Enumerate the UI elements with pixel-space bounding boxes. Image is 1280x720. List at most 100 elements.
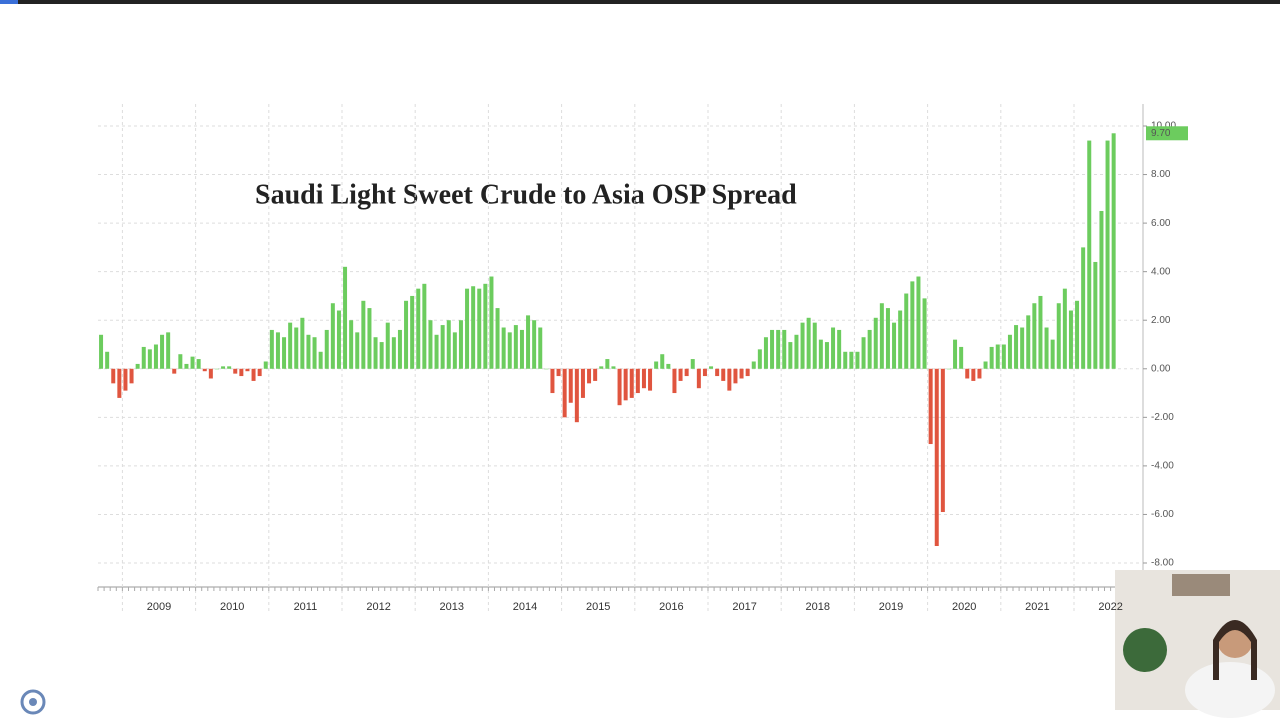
bar bbox=[294, 327, 299, 369]
bar bbox=[123, 368, 128, 391]
bar bbox=[934, 368, 939, 547]
x-tick-label: 2015 bbox=[586, 601, 610, 613]
bar bbox=[666, 363, 671, 369]
bar bbox=[611, 366, 616, 369]
bar bbox=[385, 322, 390, 369]
bar bbox=[349, 320, 354, 369]
bar bbox=[660, 354, 665, 369]
bar bbox=[1026, 315, 1031, 369]
bar bbox=[1014, 325, 1019, 369]
bar bbox=[898, 310, 903, 369]
bar bbox=[507, 332, 512, 369]
bar bbox=[135, 363, 140, 369]
bar bbox=[977, 368, 982, 379]
bar bbox=[800, 322, 805, 369]
bar bbox=[696, 368, 701, 389]
bar bbox=[446, 320, 451, 369]
x-tick-label: 2022 bbox=[1098, 601, 1122, 613]
bar bbox=[160, 334, 165, 369]
bar bbox=[416, 288, 421, 369]
bar bbox=[257, 368, 262, 377]
bar bbox=[373, 337, 378, 369]
bar bbox=[1105, 140, 1110, 369]
bar bbox=[556, 368, 561, 377]
x-tick-label: 2019 bbox=[879, 601, 903, 613]
bar bbox=[263, 361, 268, 369]
bar bbox=[275, 332, 280, 369]
bar bbox=[153, 344, 158, 369]
last-value-tag: 9.70 bbox=[1151, 128, 1171, 139]
bar bbox=[379, 342, 384, 369]
bar bbox=[1050, 339, 1055, 369]
bar bbox=[721, 368, 726, 381]
bar bbox=[538, 327, 543, 369]
bar bbox=[330, 303, 335, 369]
bar bbox=[1032, 303, 1037, 369]
x-tick-label: 2013 bbox=[440, 601, 464, 613]
bar bbox=[99, 334, 104, 369]
y-tick-label: 8.00 bbox=[1151, 169, 1171, 180]
bar bbox=[196, 359, 201, 369]
bar bbox=[983, 361, 988, 369]
bar bbox=[849, 351, 854, 369]
bar bbox=[458, 320, 463, 369]
bar bbox=[428, 320, 433, 369]
bar bbox=[397, 329, 402, 369]
bar bbox=[715, 368, 720, 377]
bar bbox=[910, 281, 915, 369]
bar bbox=[233, 368, 238, 374]
bar bbox=[757, 349, 762, 369]
bar bbox=[702, 368, 707, 377]
bar bbox=[684, 368, 689, 377]
bar bbox=[391, 337, 396, 369]
bar bbox=[892, 322, 897, 369]
bar bbox=[477, 288, 482, 369]
bar bbox=[824, 342, 829, 369]
y-tick-label: 2.00 bbox=[1151, 315, 1171, 326]
bar bbox=[129, 368, 134, 384]
bar bbox=[788, 342, 793, 369]
bar bbox=[940, 368, 945, 513]
bar bbox=[282, 337, 287, 369]
bar bbox=[794, 334, 799, 369]
bar bbox=[916, 276, 921, 369]
bar bbox=[1062, 288, 1067, 369]
x-tick-label: 2009 bbox=[147, 601, 171, 613]
bar bbox=[1111, 133, 1116, 369]
webcam-inset bbox=[1115, 570, 1280, 718]
bar bbox=[989, 346, 994, 369]
top-bar bbox=[0, 0, 1280, 4]
x-tick-label: 2021 bbox=[1025, 601, 1049, 613]
bar bbox=[995, 344, 1000, 369]
last-value-tag-bg bbox=[1146, 126, 1188, 141]
bar bbox=[519, 329, 524, 369]
bar bbox=[861, 337, 866, 369]
bar bbox=[1087, 140, 1092, 369]
bar bbox=[221, 366, 226, 369]
bar bbox=[184, 363, 189, 369]
bar bbox=[605, 359, 610, 369]
bar bbox=[1044, 327, 1049, 369]
bar bbox=[678, 368, 683, 381]
logo bbox=[20, 689, 46, 715]
bar bbox=[587, 368, 592, 384]
x-tick-label: 2017 bbox=[732, 601, 756, 613]
bar bbox=[818, 339, 823, 369]
y-tick-label: 4.00 bbox=[1151, 266, 1171, 277]
bar bbox=[404, 300, 409, 369]
bar bbox=[1056, 303, 1061, 369]
bar bbox=[440, 325, 445, 369]
bar bbox=[269, 329, 274, 369]
bar bbox=[782, 329, 787, 369]
bar bbox=[1068, 310, 1073, 369]
bar bbox=[635, 368, 640, 394]
bar bbox=[580, 368, 585, 398]
bar bbox=[776, 329, 781, 369]
y-tick-label: 10.00 bbox=[1151, 121, 1176, 132]
bar bbox=[105, 351, 110, 369]
bar bbox=[971, 368, 976, 381]
bar bbox=[1020, 327, 1025, 369]
x-tick-label: 2020 bbox=[952, 601, 976, 613]
bar bbox=[318, 351, 323, 369]
